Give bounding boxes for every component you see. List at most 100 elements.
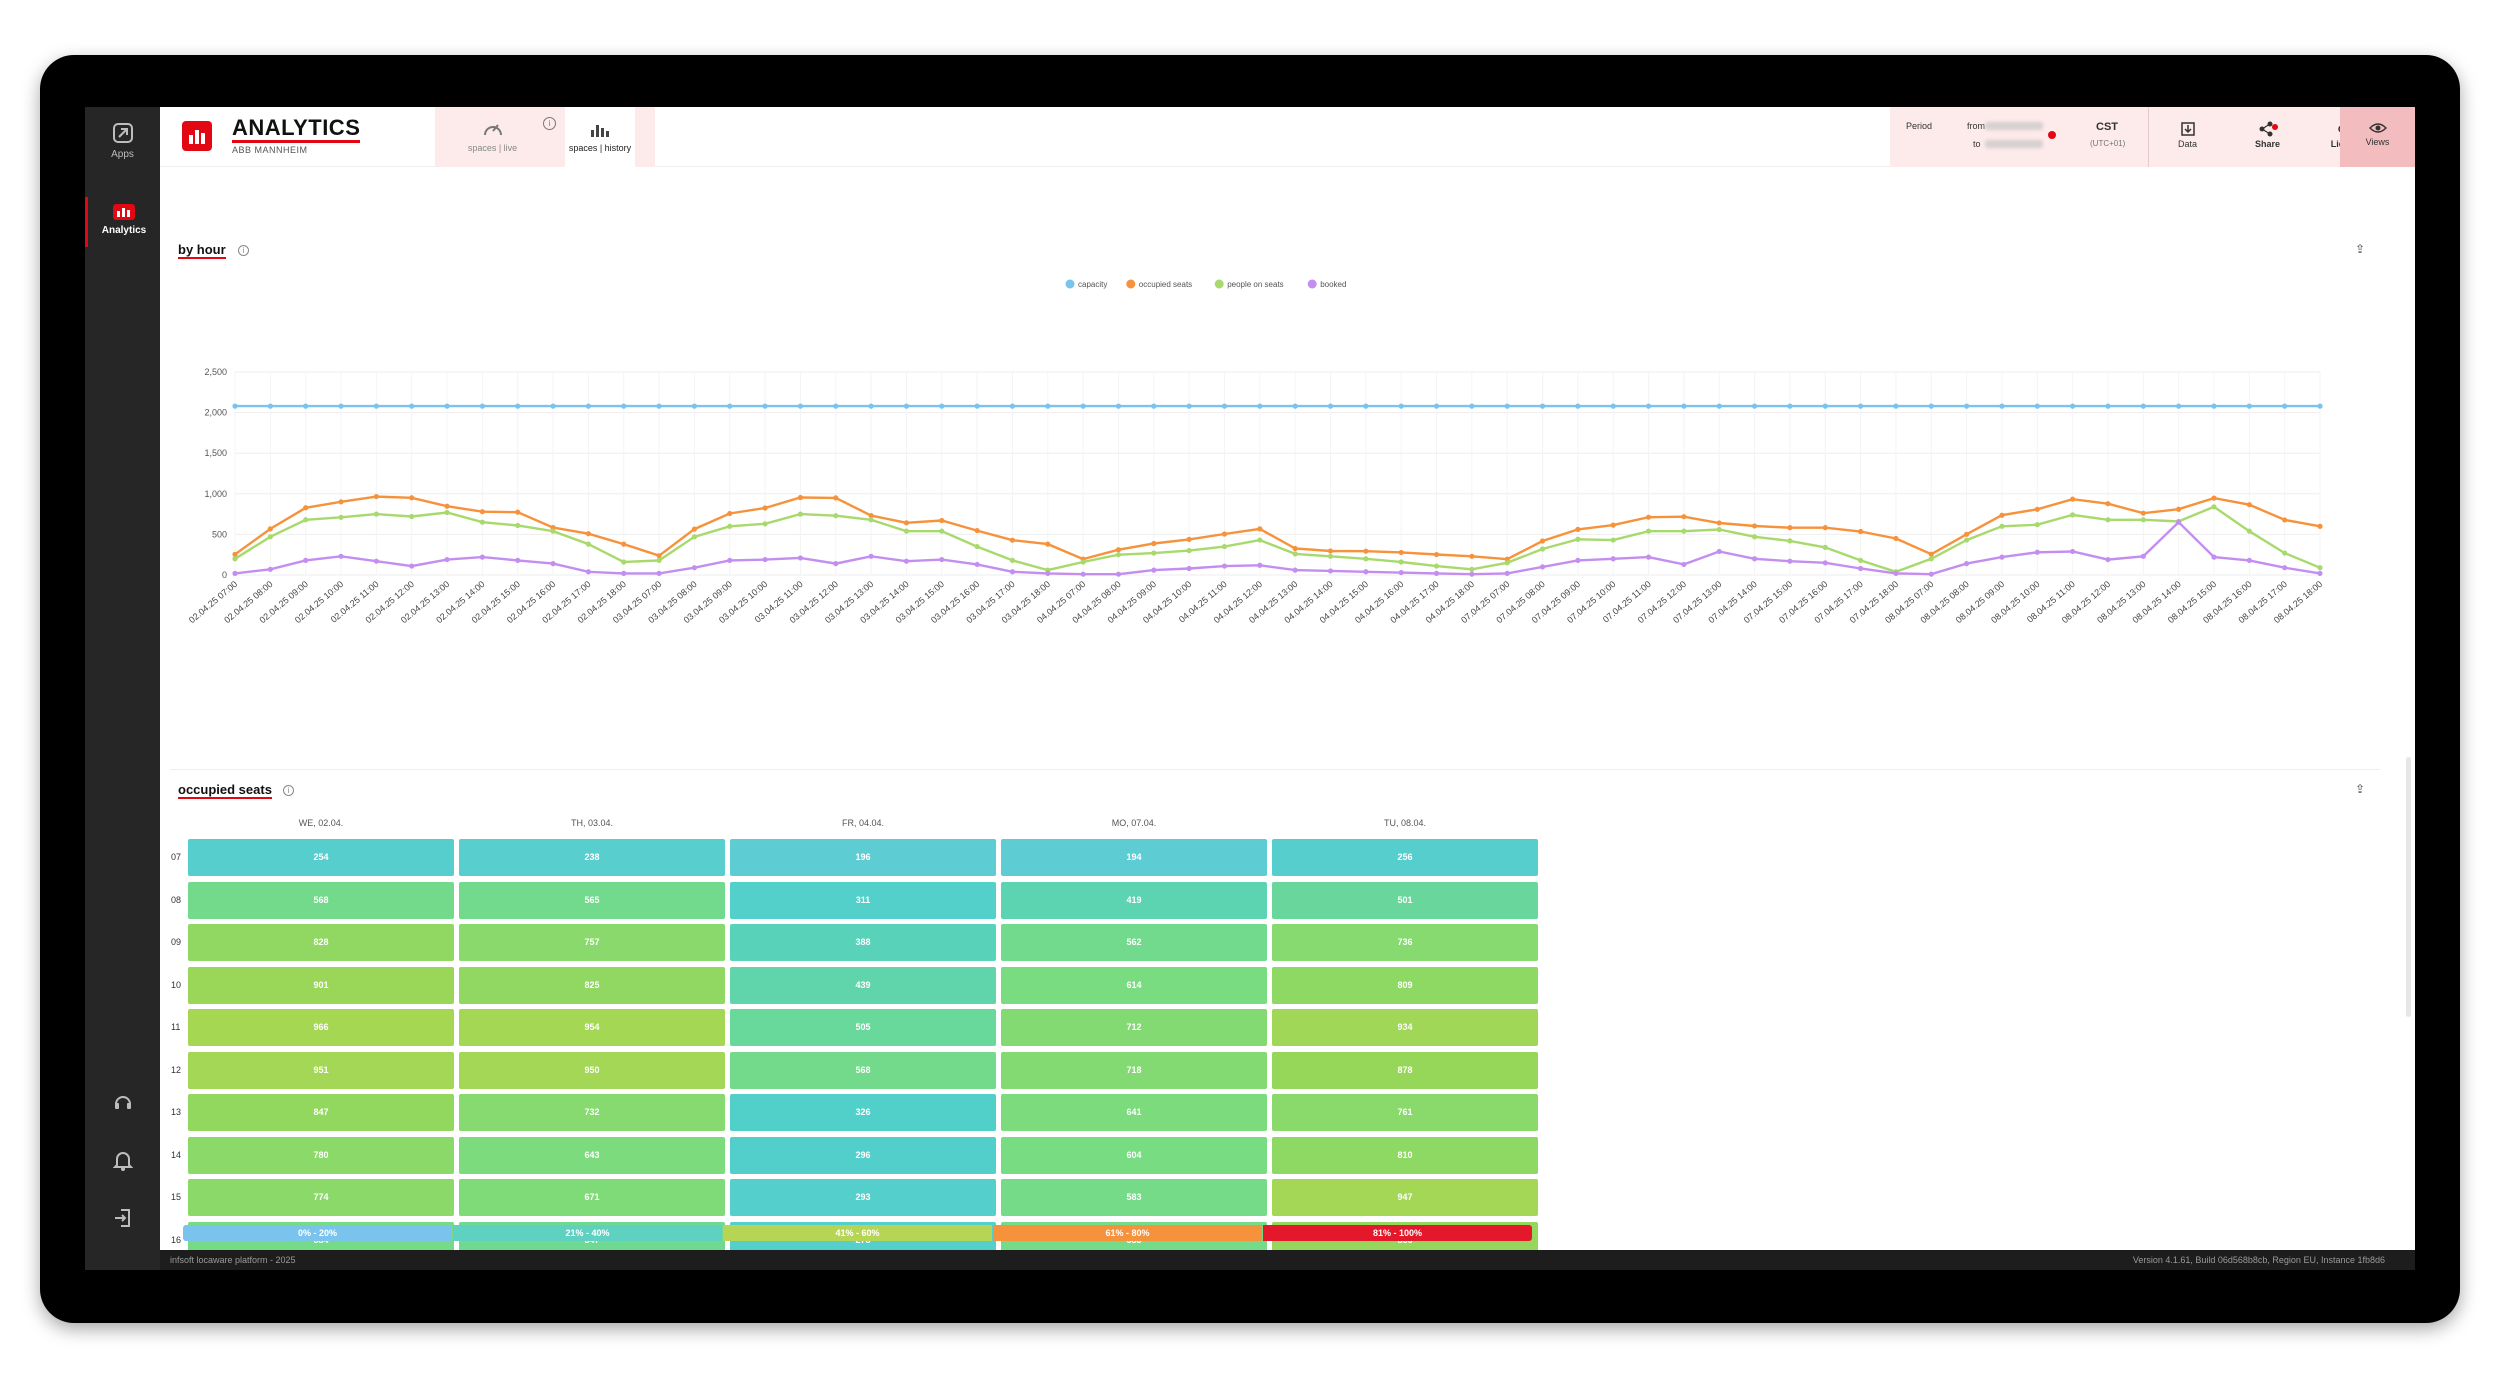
sidebar-item-analytics[interactable]: Analytics — [85, 197, 160, 247]
data-point — [2282, 403, 2288, 409]
heatmap-cell[interactable]: 256 — [1272, 839, 1538, 876]
sidebar-item-apps[interactable]: Apps — [85, 121, 160, 160]
data-point — [727, 557, 733, 563]
data-point — [1115, 547, 1122, 553]
heatmap-cell[interactable]: 828 — [188, 924, 454, 961]
heatmap-cell[interactable]: 196 — [730, 839, 996, 876]
info-icon[interactable]: i — [543, 117, 556, 130]
data-point — [1469, 566, 1475, 572]
heatmap-cell[interactable]: 238 — [459, 839, 725, 876]
data-point — [409, 513, 415, 520]
heatmap-cell[interactable]: 505 — [730, 1009, 996, 1046]
logout-icon — [114, 1209, 130, 1227]
heatmap-cell[interactable]: 388 — [730, 924, 996, 961]
heatmap-cell[interactable]: 194 — [1001, 839, 1267, 876]
by-hour-info-icon[interactable]: i — [238, 245, 249, 256]
data-button[interactable]: Data — [2150, 107, 2225, 167]
data-point — [868, 512, 874, 519]
heatmap-cell[interactable]: 562 — [1001, 924, 1267, 961]
data-point — [1151, 567, 1157, 573]
heatmap-cell[interactable]: 501 — [1272, 881, 1538, 919]
heatmap-cell[interactable]: 254 — [188, 839, 454, 876]
heatmap-cell[interactable]: 810 — [1272, 1136, 1538, 1174]
data-point — [2034, 522, 2040, 528]
data-point — [1539, 564, 1546, 570]
data-point — [939, 528, 945, 534]
tab-spaces-history[interactable]: spaces | history — [565, 107, 635, 167]
data-point — [1009, 569, 1016, 575]
data-point — [303, 403, 309, 409]
heatmap-cell[interactable]: 732 — [459, 1094, 725, 1131]
tab-spaces-live[interactable]: spaces | live — [445, 107, 540, 167]
series-line — [234, 505, 2321, 574]
occupied-seats-info-icon[interactable]: i — [283, 785, 294, 796]
period-clear-icon[interactable] — [2048, 131, 2056, 139]
heatmap-cell[interactable]: 641 — [1001, 1094, 1267, 1131]
data-point — [1080, 571, 1086, 577]
period-to-value[interactable] — [1985, 140, 2043, 148]
heatmap-cell[interactable]: 951 — [188, 1051, 454, 1089]
heatmap-cell[interactable]: 809 — [1272, 966, 1538, 1004]
heatmap-cell[interactable]: 761 — [1272, 1094, 1538, 1131]
notifications-button[interactable] — [85, 1150, 160, 1176]
heatmap-cell[interactable]: 780 — [188, 1136, 454, 1174]
heatmap-cell[interactable]: 950 — [459, 1051, 725, 1089]
heatmap-cell[interactable]: 878 — [1272, 1051, 1538, 1089]
timezone-code[interactable]: CST — [2096, 121, 2118, 133]
heatmap-cell[interactable]: 847 — [188, 1094, 454, 1131]
data-point — [1151, 403, 1157, 409]
period-from-label: from — [1967, 121, 1985, 131]
heatmap-cell[interactable]: 296 — [730, 1136, 996, 1174]
heatmap-hour-label: 13 — [171, 1107, 182, 1117]
heatmap-cell[interactable]: 439 — [730, 966, 996, 1004]
data-point — [1186, 548, 1192, 554]
heatmap-cell[interactable]: 947 — [1272, 1179, 1538, 1216]
heatmap-cell[interactable]: 419 — [1001, 881, 1267, 919]
data-point — [2211, 495, 2217, 501]
data-point — [621, 559, 627, 565]
heatmap-cell[interactable]: 736 — [1272, 924, 1538, 961]
data-point — [1539, 538, 1546, 544]
tab-label: spaces | live — [467, 143, 518, 153]
heatmap-cell[interactable]: 326 — [730, 1094, 996, 1131]
scrollbar-thumb[interactable] — [2406, 757, 2411, 1017]
heatmap-cell[interactable]: 966 — [188, 1009, 454, 1046]
data-point — [1751, 534, 1758, 540]
heatmap-cell[interactable]: 614 — [1001, 966, 1267, 1004]
heatmap-cell[interactable]: 643 — [459, 1136, 725, 1174]
period-from-value[interactable] — [1985, 122, 2043, 130]
data-point — [2070, 512, 2076, 518]
data-point — [550, 561, 556, 567]
heatmap-cell[interactable]: 568 — [730, 1051, 996, 1089]
logout-button[interactable] — [85, 1207, 160, 1233]
heatmap-cell[interactable]: 568 — [188, 881, 454, 919]
heatmap-cell[interactable]: 901 — [188, 966, 454, 1004]
heatmap-cell[interactable]: 712 — [1001, 1009, 1267, 1046]
data-point — [621, 570, 627, 576]
heatmap-cell[interactable]: 934 — [1272, 1009, 1538, 1046]
heatmap-cell[interactable]: 825 — [459, 966, 725, 1004]
heatmap-cell[interactable]: 774 — [188, 1179, 454, 1216]
data-point — [2140, 517, 2146, 523]
heatmap-cell[interactable]: 604 — [1001, 1136, 1267, 1174]
heatmap-cell[interactable]: 583 — [1001, 1179, 1267, 1216]
data-point — [2211, 554, 2217, 560]
heatmap-day-label: TU, 08.04. — [1383, 818, 1427, 828]
support-button[interactable] — [85, 1092, 160, 1118]
by-hour-export-icon[interactable]: ⇪ — [2355, 242, 2366, 256]
heatmap-cell[interactable]: 311 — [730, 881, 996, 919]
share-button[interactable]: Share — [2230, 107, 2305, 167]
heatmap-cell[interactable]: 565 — [459, 881, 725, 919]
heatmap-cell[interactable]: 293 — [730, 1179, 996, 1216]
occupied-seats-export-icon[interactable]: ⇪ — [2355, 782, 2366, 796]
data-point — [974, 403, 980, 409]
share-button-label: Share — [2254, 139, 2280, 149]
heatmap-cell[interactable]: 757 — [459, 924, 725, 961]
apps-icon — [112, 123, 133, 143]
data-point — [868, 517, 874, 523]
heatmap-cell[interactable]: 718 — [1001, 1051, 1267, 1089]
heatmap-cell[interactable]: 954 — [459, 1009, 725, 1046]
views-button[interactable]: Views — [2340, 107, 2415, 167]
top-bar: ANALYTICS ABB MANNHEIM spaces | live i s… — [160, 107, 2415, 167]
heatmap-cell[interactable]: 671 — [459, 1179, 725, 1216]
